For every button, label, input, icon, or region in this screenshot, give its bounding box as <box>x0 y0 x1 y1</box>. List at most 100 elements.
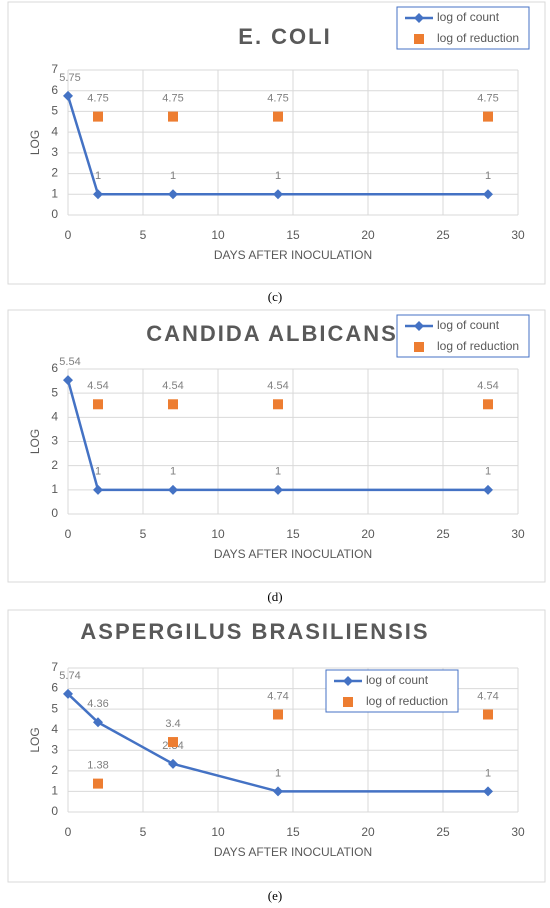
data-label: 4.75 <box>87 93 108 105</box>
x-tick-label: 30 <box>511 825 525 839</box>
x-axis-label: DAYS AFTER INOCULATION <box>214 248 372 262</box>
y-tick-label: 4 <box>51 722 58 736</box>
chart-frame <box>7 609 546 883</box>
y-tick-label: 3 <box>51 742 58 756</box>
square-marker <box>483 709 493 720</box>
chart: 0 1 2 3 4 5 6 0 5 10 15 20 25 30 CANDIDA ALBICANS DAYS … <box>7 309 546 604</box>
x-axis-label: DAYS AFTER INOCULATION <box>214 845 372 859</box>
diamond-marker <box>273 484 283 495</box>
square-marker <box>93 778 103 789</box>
data-label: 1 <box>170 170 176 182</box>
square-marker <box>483 399 493 410</box>
chart-frame <box>7 309 546 583</box>
diamond-marker <box>343 676 353 686</box>
data-label: 5.75 <box>59 72 80 84</box>
data-label: 1 <box>275 767 281 779</box>
data-label: 1 <box>95 170 101 182</box>
y-tick-label: 1 <box>51 482 58 496</box>
diamond-marker <box>483 484 493 495</box>
y-tick-label: 2 <box>51 166 58 180</box>
y-axis-label: LOG <box>28 727 42 752</box>
diamond-marker <box>483 189 493 200</box>
y-tick-label: 4 <box>51 124 58 138</box>
diamond-marker <box>93 189 103 200</box>
y-tick-label: 7 <box>51 660 58 674</box>
data-label: 1.38 <box>87 760 108 772</box>
y-axis-label: LOG <box>28 429 42 454</box>
diamond-marker <box>483 786 493 797</box>
x-tick-label: 30 <box>511 527 525 541</box>
square-marker <box>414 34 424 44</box>
diamond-marker <box>63 90 73 101</box>
caption: (d) <box>267 589 282 604</box>
square-marker <box>273 709 283 720</box>
square-marker <box>414 342 424 352</box>
data-label: 1 <box>485 170 491 182</box>
y-tick-label: 6 <box>51 361 58 375</box>
y-tick-label: 0 <box>51 506 58 520</box>
data-label: 1 <box>485 767 491 779</box>
data-label: 1 <box>95 466 101 478</box>
square-marker <box>273 399 283 410</box>
diamond-marker <box>273 189 283 200</box>
y-tick-label: 5 <box>51 385 58 399</box>
chart-frame <box>7 1 546 285</box>
y-tick-label: 5 <box>51 104 58 118</box>
y-tick-label: 3 <box>51 434 58 448</box>
x-tick-label: 20 <box>361 527 375 541</box>
square-marker <box>483 111 493 122</box>
x-tick-label: 0 <box>65 825 72 839</box>
x-tick-label: 10 <box>211 825 225 839</box>
data-label: 4.54 <box>267 380 288 392</box>
legend-label: log of count <box>437 318 500 332</box>
diamond-marker <box>168 484 178 495</box>
x-tick-label: 25 <box>436 527 450 541</box>
y-tick-label: 6 <box>51 83 58 97</box>
chart-title: CANDIDA ALBICANS <box>146 321 398 346</box>
x-tick-label: 15 <box>286 527 300 541</box>
diamond-marker <box>414 13 424 23</box>
chart: 0 1 2 3 4 5 6 7 0 5 10 15 20 25 30 ASPERGILUS BRASILIEN… <box>7 609 546 903</box>
data-label: 4.74 <box>267 690 288 702</box>
caption: (e) <box>268 888 282 903</box>
y-tick-label: 1 <box>51 186 58 200</box>
x-tick-label: 5 <box>140 527 147 541</box>
data-label: 1 <box>485 466 491 478</box>
y-tick-label: 6 <box>51 681 58 695</box>
diamond-marker <box>63 375 73 386</box>
square-marker <box>168 111 178 122</box>
x-tick-label: 30 <box>511 228 525 242</box>
square-marker <box>168 737 178 748</box>
diamond-marker <box>63 688 73 699</box>
x-tick-label: 5 <box>140 228 147 242</box>
data-label: 3.4 <box>165 718 180 730</box>
y-tick-label: 0 <box>51 207 58 221</box>
square-marker <box>273 111 283 122</box>
data-label: 5.74 <box>59 670 80 682</box>
data-label: 1 <box>170 466 176 478</box>
diamond-marker <box>93 484 103 495</box>
y-tick-label: 2 <box>51 458 58 472</box>
x-tick-label: 15 <box>286 228 300 242</box>
chart-title: E. COLI <box>238 24 331 49</box>
square-marker <box>168 399 178 410</box>
data-label: 4.75 <box>267 93 288 105</box>
diamond-marker <box>93 717 103 728</box>
y-tick-label: 2 <box>51 763 58 777</box>
chart: 0 1 2 3 4 5 6 7 0 5 10 15 20 25 30 E. COLI DAYS AFTER IN… <box>7 1 546 304</box>
square-marker <box>343 697 353 707</box>
legend-label: log of count <box>437 10 500 24</box>
x-tick-label: 10 <box>211 527 225 541</box>
legend-label: log of reduction <box>437 31 519 45</box>
x-tick-label: 25 <box>436 228 450 242</box>
data-label: 4.54 <box>87 380 108 392</box>
chart-title: ASPERGILUS BRASILIENSIS <box>80 619 429 644</box>
y-tick-label: 7 <box>51 62 58 76</box>
x-tick-label: 25 <box>436 825 450 839</box>
y-tick-label: 0 <box>51 804 58 818</box>
caption: (c) <box>268 289 282 304</box>
x-tick-label: 0 <box>65 527 72 541</box>
x-tick-label: 20 <box>361 228 375 242</box>
x-tick-label: 15 <box>286 825 300 839</box>
